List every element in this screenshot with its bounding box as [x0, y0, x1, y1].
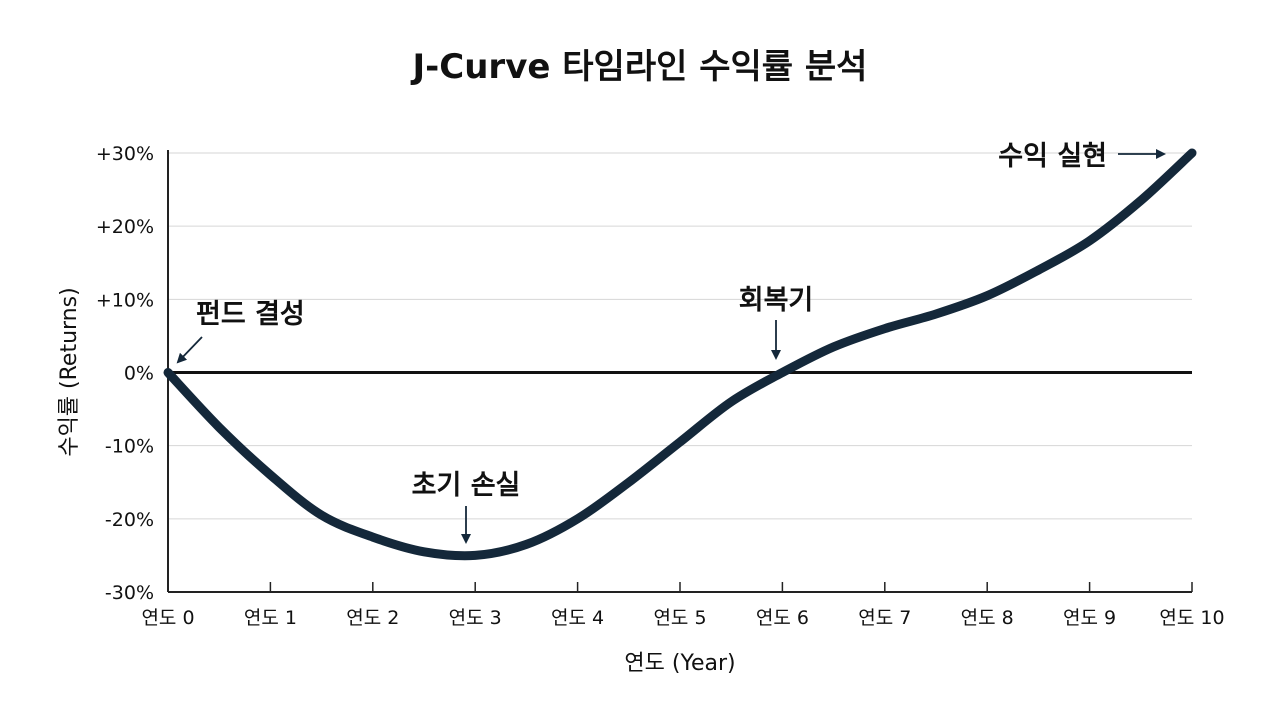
- y-tick-label: +30%: [96, 143, 154, 165]
- x-tick-label: 연도 7: [858, 607, 911, 629]
- annotation-recovery: 회복기: [739, 285, 814, 316]
- x-tick-label: 연도 8: [961, 607, 1014, 629]
- y-axis-label: 수익률 (Returns): [57, 287, 82, 456]
- y-tick-label: 0%: [124, 363, 154, 385]
- x-tick-label: 연도 2: [346, 607, 399, 629]
- x-tick-label: 연도 4: [551, 607, 604, 629]
- gridlines: [168, 152, 1192, 520]
- annotation-fund-formation-arrow: [176, 336, 203, 364]
- y-tick-label: -30%: [105, 582, 154, 604]
- x-tick-label: 연도 10: [1159, 607, 1224, 629]
- y-tick-label: +10%: [96, 289, 154, 311]
- x-tick-label: 연도 6: [756, 607, 809, 629]
- y-tick-label: +20%: [96, 216, 154, 238]
- y-tick-label: -20%: [105, 509, 154, 531]
- x-tick-label: 연도 1: [244, 607, 297, 629]
- y-tick-labels: +30% +20% +10% 0% -10% -20% -30%: [96, 143, 154, 604]
- x-tick-label: 연도 0: [141, 607, 194, 629]
- x-tick-labels: 연도 0 연도 1 연도 2 연도 3 연도 4 연도 5 연도 6 연도 7 연도 8 연도 9…: [141, 582, 1225, 629]
- annotation-fund-formation: 펀드 결성: [196, 299, 305, 330]
- series-line-j-curve: [163, 148, 1197, 561]
- x-tick-label: 연도 3: [449, 607, 502, 629]
- annotation-initial-loss: 초기 손실: [412, 470, 521, 501]
- chart-title: J-Curve 타임라인 수익률 분석: [411, 47, 868, 87]
- y-tick-label: -10%: [105, 436, 154, 458]
- x-tick-label: 연도 5: [653, 607, 706, 629]
- annotation-profit-realization: 수익 실현: [998, 141, 1107, 172]
- x-tick-label: 연도 9: [1063, 607, 1116, 629]
- x-axis-label: 연도 (Year): [624, 651, 735, 676]
